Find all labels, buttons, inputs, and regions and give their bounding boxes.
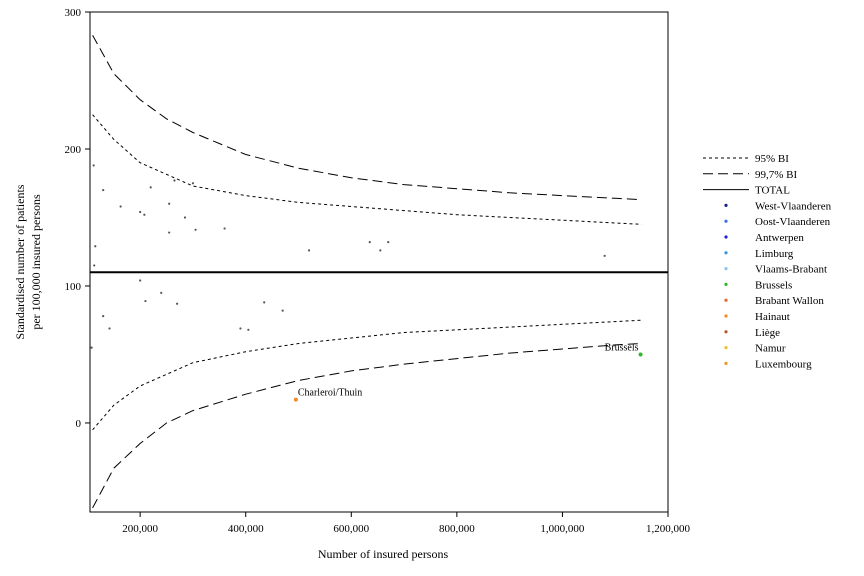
legend-province-label: Vlaams-Brabant [755,264,827,276]
legend-marker [724,219,728,223]
data-point [239,327,242,330]
data-point [143,213,146,216]
legend-province-label: Brabant Wallon [755,295,824,307]
data-point [149,186,152,189]
data-point [603,254,606,257]
legend-line-label: 95% BI [755,153,789,165]
legend-province-label: Liège [755,327,780,339]
legend-province-label: Namur [755,343,786,355]
y-tick-label: 100 [65,281,82,293]
x-tick-label: 200,000 [122,523,158,535]
plot-area [89,11,669,513]
y-axis-title-line-1: Standardised number of patients [13,184,27,339]
legend-province-label: Antwerpen [755,232,804,244]
legend-marker [724,314,728,318]
legend-province-label: Limburg [755,248,794,260]
data-point [194,228,197,231]
ci997-upper-line [92,35,642,201]
data-point [387,241,390,244]
chart-marks: 0 100 200 300 200,000 400,000 600,000 800,000 1,… [65,7,691,535]
data-point [281,309,284,312]
data-point [119,205,122,208]
ci95-upper-line [92,114,642,225]
x-tick-label: 1,000,000 [540,523,585,535]
legend-line-label: 99,7% BI [755,169,798,181]
y-tick-label: 200 [65,144,82,156]
legend-province-label: Oost-Vlaanderen [755,216,831,228]
x-axis-title: Number of insured persons [318,547,449,561]
data-point [144,299,147,303]
data-point [108,327,111,330]
data-point [168,231,171,234]
data-point [223,227,226,230]
data-point [191,182,195,185]
data-point [92,164,95,167]
data-point [139,279,142,282]
data-point [102,188,105,192]
x-tick-label: 600,000 [333,523,369,535]
x-tick-label: 800,000 [439,523,475,535]
data-point [263,301,266,304]
x-tick-label: 1,200,000 [646,523,691,535]
legend: 95% BI 99,7% BI TOTAL West-Vlaanderen Oost-V… [703,153,832,370]
data-point [168,202,171,205]
legend-province-label: Brussels [755,279,792,291]
data-point [379,249,382,252]
y-axis-title-line-2: per 100,000 insured persons [29,194,43,330]
data-point [90,346,93,349]
data-point [307,249,311,252]
y-axis-title: Standardised number of patients per 100,… [13,184,43,339]
data-point [139,210,142,214]
legend-marker [724,235,728,239]
legend-province-label: West-Vlaanderen [755,200,832,212]
legend-province-label: Hainaut [755,311,790,323]
y-tick-label: 300 [65,7,82,19]
ci997-lower-line [92,343,642,509]
x-tick-label: 400,000 [228,523,264,535]
legend-marker [724,203,728,207]
point-annotation: Brussels [605,342,639,353]
data-point [183,216,187,219]
data-point [293,397,298,402]
data-point [175,302,179,305]
point-annotation: Charleroi/Thuin [298,388,362,399]
data-point [247,328,250,331]
data-point [160,291,163,294]
data-point [173,179,176,182]
legend-marker [724,298,728,302]
legend-marker [724,330,728,334]
legend-marker [724,346,728,350]
data-point [93,264,96,267]
ci95-lower-line [92,319,642,431]
legend-marker [724,267,728,271]
data-point [368,241,371,244]
data-point [94,245,97,248]
data-point [102,315,105,318]
legend-marker [724,282,728,286]
legend-marker [724,251,728,255]
data-point [638,352,643,357]
legend-line-label: TOTAL [755,185,790,197]
legend-marker [724,361,728,365]
legend-province-label: Luxembourg [755,358,812,370]
y-tick-label: 0 [76,418,82,430]
